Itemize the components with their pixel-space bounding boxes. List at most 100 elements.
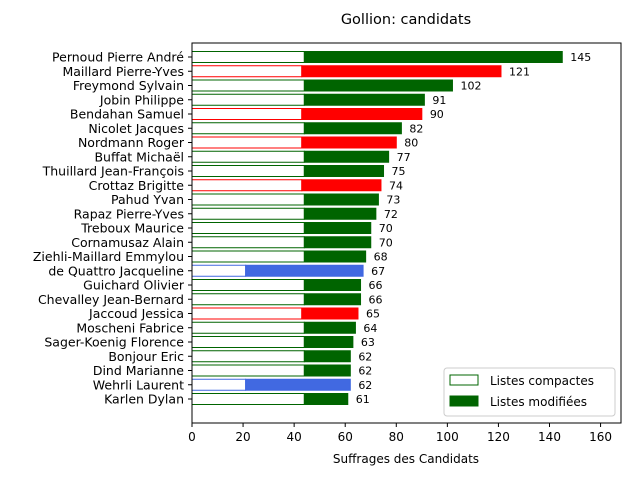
bar-total-label: 75 — [392, 165, 406, 178]
bar-modifiees — [301, 136, 397, 149]
bar-modifiees — [303, 222, 372, 234]
bar-total-label: 63 — [361, 336, 375, 349]
bar-total-label: 70 — [379, 236, 393, 249]
y-tick-label: Chevalley Jean-Bernard — [38, 292, 184, 307]
y-tick-label: Jaccoud Jessica — [88, 306, 184, 321]
bar-modifiees — [303, 193, 379, 206]
bar-modifiees — [303, 364, 351, 377]
plot-frame — [191, 42, 622, 424]
bar-compactes — [191, 393, 305, 405]
bar-total-label: 90 — [430, 108, 444, 121]
bar-modifiees — [303, 165, 385, 177]
bar-total-label: 77 — [397, 151, 411, 164]
legend: Listes compactes Listes modifiées — [443, 367, 616, 417]
bar-compactes — [191, 179, 303, 192]
bar-compactes — [191, 136, 303, 149]
bar-modifiees — [303, 150, 390, 163]
y-tick-label: Sager-Koenig Florence — [44, 335, 184, 350]
bar-modifiees — [303, 79, 453, 92]
y-tick-label: Cornamusaz Alain — [71, 235, 184, 250]
legend-label-compactes: Listes compactes — [490, 374, 594, 388]
x-tick-label: 60 — [338, 430, 353, 444]
y-tick-label: Wehrli Laurent — [93, 377, 184, 392]
bar-total-label: 61 — [356, 393, 370, 406]
bar-modifiees — [303, 321, 356, 334]
bar-total-label: 91 — [432, 94, 446, 107]
bar-compactes — [191, 378, 247, 391]
bar-compactes — [191, 222, 305, 234]
legend-box — [443, 367, 616, 417]
bar-compactes — [191, 307, 303, 320]
y-tick-label: Ziehli-Maillard Emmylou — [33, 249, 184, 264]
bar-total-label: 74 — [389, 179, 403, 192]
x-tick-label: 120 — [487, 430, 510, 444]
bar-total-label: 62 — [358, 379, 372, 392]
bar-compactes — [191, 122, 305, 135]
bar-compactes — [191, 65, 303, 78]
bar-modifiees — [303, 279, 362, 291]
bar-compactes — [191, 79, 305, 92]
bar-modifiees — [303, 293, 362, 306]
y-tick-label: Crottaz Brigitte — [89, 178, 185, 193]
bar-total-label: 80 — [404, 137, 418, 150]
bar-compactes — [191, 51, 305, 63]
bar-total-label: 73 — [386, 194, 400, 207]
bar-modifiees — [303, 250, 367, 263]
bar-total-label: 102 — [460, 80, 481, 93]
bar-compactes — [191, 150, 305, 163]
bar-compactes — [191, 293, 305, 306]
bar-modifiees — [301, 65, 502, 78]
x-axis-label: Suffrages des Candidats — [333, 452, 479, 466]
bar-modifiees — [301, 108, 423, 120]
y-tick-label: Buffat Michaël — [94, 149, 184, 164]
bar-total-label: 62 — [358, 365, 372, 378]
bar-total-label: 66 — [369, 279, 383, 292]
bar-compactes — [191, 250, 305, 263]
y-tick-label: Nordmann Roger — [78, 135, 185, 150]
legend-swatch-compactes — [449, 374, 479, 386]
y-tick-label: Pahud Yvan — [111, 192, 184, 207]
legend-swatch-modifiees — [449, 395, 479, 407]
bar-modifiees — [303, 236, 372, 249]
bar-modifiees — [303, 336, 354, 348]
bar-compactes — [191, 264, 247, 277]
legend-label-modifiees: Listes modifiées — [490, 395, 587, 409]
y-tick-label: Nicolet Jacques — [88, 121, 184, 136]
y-tick-label: Guichard Olivier — [83, 278, 185, 293]
bar-modifiees — [303, 93, 425, 106]
bar-modifiees — [303, 350, 351, 363]
bar-total-label: 72 — [384, 208, 398, 221]
bar-total-label: 121 — [509, 65, 530, 78]
bar-compactes — [191, 364, 305, 377]
bar-total-label: 145 — [570, 51, 591, 64]
y-tick-label: Treboux Maurice — [80, 221, 184, 236]
bar-total-label: 82 — [409, 122, 423, 135]
bar-compactes — [191, 321, 305, 334]
bar-modifiees — [303, 207, 377, 220]
bar-compactes — [191, 207, 305, 220]
x-tick-label: 80 — [389, 430, 404, 444]
y-tick-label: Thuillard Jean-François — [42, 164, 184, 179]
bar-total-label: 65 — [366, 308, 380, 321]
x-tick-label: 0 — [188, 430, 196, 444]
bar-total-label: 66 — [369, 293, 383, 306]
bar-total-label: 62 — [358, 350, 372, 363]
y-tick-label: Bonjour Eric — [108, 349, 184, 364]
bar-compactes — [191, 108, 303, 120]
bar-compactes — [191, 350, 305, 363]
x-tick-label: 100 — [436, 430, 459, 444]
y-tick-label: de Quattro Jacqueline — [48, 263, 184, 278]
bar-total-label: 70 — [379, 222, 393, 235]
x-tick-label: 40 — [287, 430, 302, 444]
bar-compactes — [191, 236, 305, 249]
y-tick-label: Rapaz Pierre-Yves — [74, 206, 184, 221]
bar-modifiees — [301, 179, 382, 192]
y-tick-label: Pernoud Pierre André — [52, 50, 184, 65]
bar-modifiees — [301, 307, 359, 320]
bar-total-label: 64 — [363, 322, 377, 335]
y-tick-label: Jobin Philippe — [99, 92, 184, 107]
y-tick-label: Freymond Sylvain — [73, 78, 184, 93]
bar-compactes — [191, 93, 305, 106]
bar-modifiees — [245, 378, 351, 391]
